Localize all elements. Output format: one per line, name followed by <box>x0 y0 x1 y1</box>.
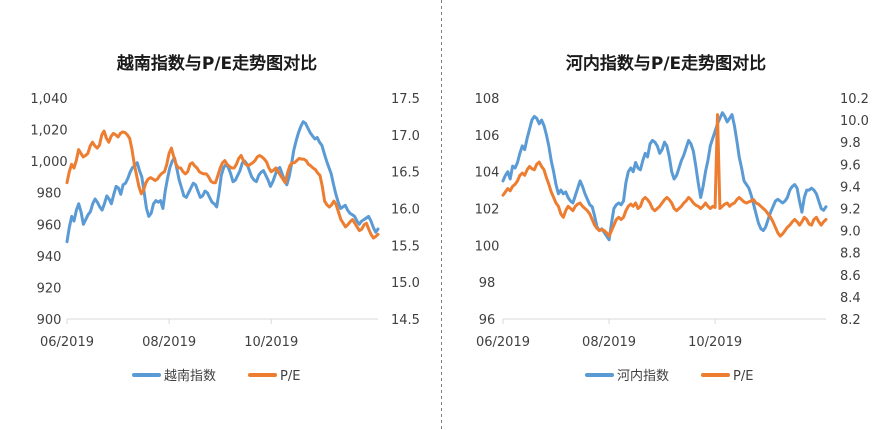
y-axis-right: 8.2 8.4 8.6 8.8 9.0 9.2 9.4 9.6 9.8 10.0 10.2 <box>840 92 869 328</box>
y2-tick-label: 9.0 <box>840 225 861 240</box>
x-tick-label: 08/2019 <box>582 335 636 350</box>
legend: 河内指数 P/E <box>585 368 753 384</box>
y2-tick-label: 10.2 <box>840 92 869 107</box>
y-tick-label: 106 <box>475 129 500 144</box>
y2-tick-label: 16.0 <box>391 203 420 218</box>
chart-title: 河内指数与P/E走势图对比 <box>566 53 766 74</box>
legend-label: P/E <box>733 369 753 384</box>
y-axis-left: 96 98 100 102 104 106 108 <box>475 92 500 328</box>
series-line-pe <box>501 113 828 238</box>
y-tick-label: 1,020 <box>30 124 67 139</box>
y2-tick-label: 17.0 <box>391 129 420 144</box>
y-tick-label: 102 <box>475 203 500 218</box>
y2-tick-label: 8.4 <box>840 291 861 306</box>
y-tick-label: 980 <box>37 187 62 202</box>
y2-tick-label: 10.0 <box>840 114 869 129</box>
y-axis-right: 14.5 15.0 15.5 16.0 16.5 17.0 17.5 <box>391 92 420 328</box>
y2-tick-label: 9.2 <box>840 203 861 218</box>
y-tick-label: 96 <box>479 313 496 328</box>
chart-hnx-index: 河内指数与P/E走势图对比 96 98 100 102 104 106 108 8.2 8.4… <box>475 53 869 384</box>
plot-area <box>501 111 828 242</box>
y-tick-label: 1,040 <box>30 92 67 107</box>
x-tick-label: 08/2019 <box>142 335 196 350</box>
y-tick-label: 1,000 <box>30 155 67 170</box>
plot-area <box>65 120 380 244</box>
y-tick-label: 104 <box>475 166 500 181</box>
legend-label: 河内指数 <box>617 368 669 384</box>
y2-tick-label: 9.6 <box>840 158 861 173</box>
y2-tick-label: 15.5 <box>391 239 420 254</box>
y-tick-label: 100 <box>475 239 500 254</box>
x-tick-label: 10/2019 <box>688 335 742 350</box>
y2-tick-label: 8.8 <box>840 247 861 262</box>
chart-title: 越南指数与P/E走势图对比 <box>116 53 317 74</box>
legend-label: P/E <box>280 369 300 384</box>
y-axis-left: 900 920 940 960 980 1,000 1,020 1,040 <box>30 92 67 328</box>
y-tick-label: 940 <box>37 250 62 265</box>
y2-tick-label: 8.6 <box>840 269 861 284</box>
y-tick-label: 920 <box>37 281 62 296</box>
x-tick-label: 10/2019 <box>244 335 298 350</box>
legend: 越南指数 P/E <box>132 368 300 384</box>
y-tick-label: 108 <box>475 92 500 107</box>
y-tick-label: 960 <box>37 218 62 233</box>
y2-tick-label: 17.5 <box>391 92 420 107</box>
legend-label: 越南指数 <box>164 368 216 384</box>
x-tick-label: 06/2019 <box>476 335 530 350</box>
y2-tick-label: 9.8 <box>840 136 861 151</box>
x-axis: 06/2019 08/2019 10/2019 <box>476 318 826 350</box>
y2-tick-label: 9.4 <box>840 180 861 195</box>
y-tick-label: 900 <box>37 313 62 328</box>
y-tick-label: 98 <box>479 276 496 291</box>
series-line-index <box>501 111 828 242</box>
y2-tick-label: 8.2 <box>840 313 861 328</box>
series-line-pe <box>65 129 380 240</box>
chart-vn-index: 越南指数与P/E走势图对比 900 920 940 960 980 1,000 1,020 1… <box>30 53 420 384</box>
series-line-index <box>65 120 380 244</box>
y2-tick-label: 16.5 <box>391 166 420 181</box>
x-axis: 06/2019 08/2019 10/2019 <box>40 318 378 350</box>
y2-tick-label: 15.0 <box>391 276 420 291</box>
y2-tick-label: 14.5 <box>391 313 420 328</box>
x-tick-label: 06/2019 <box>40 335 94 350</box>
